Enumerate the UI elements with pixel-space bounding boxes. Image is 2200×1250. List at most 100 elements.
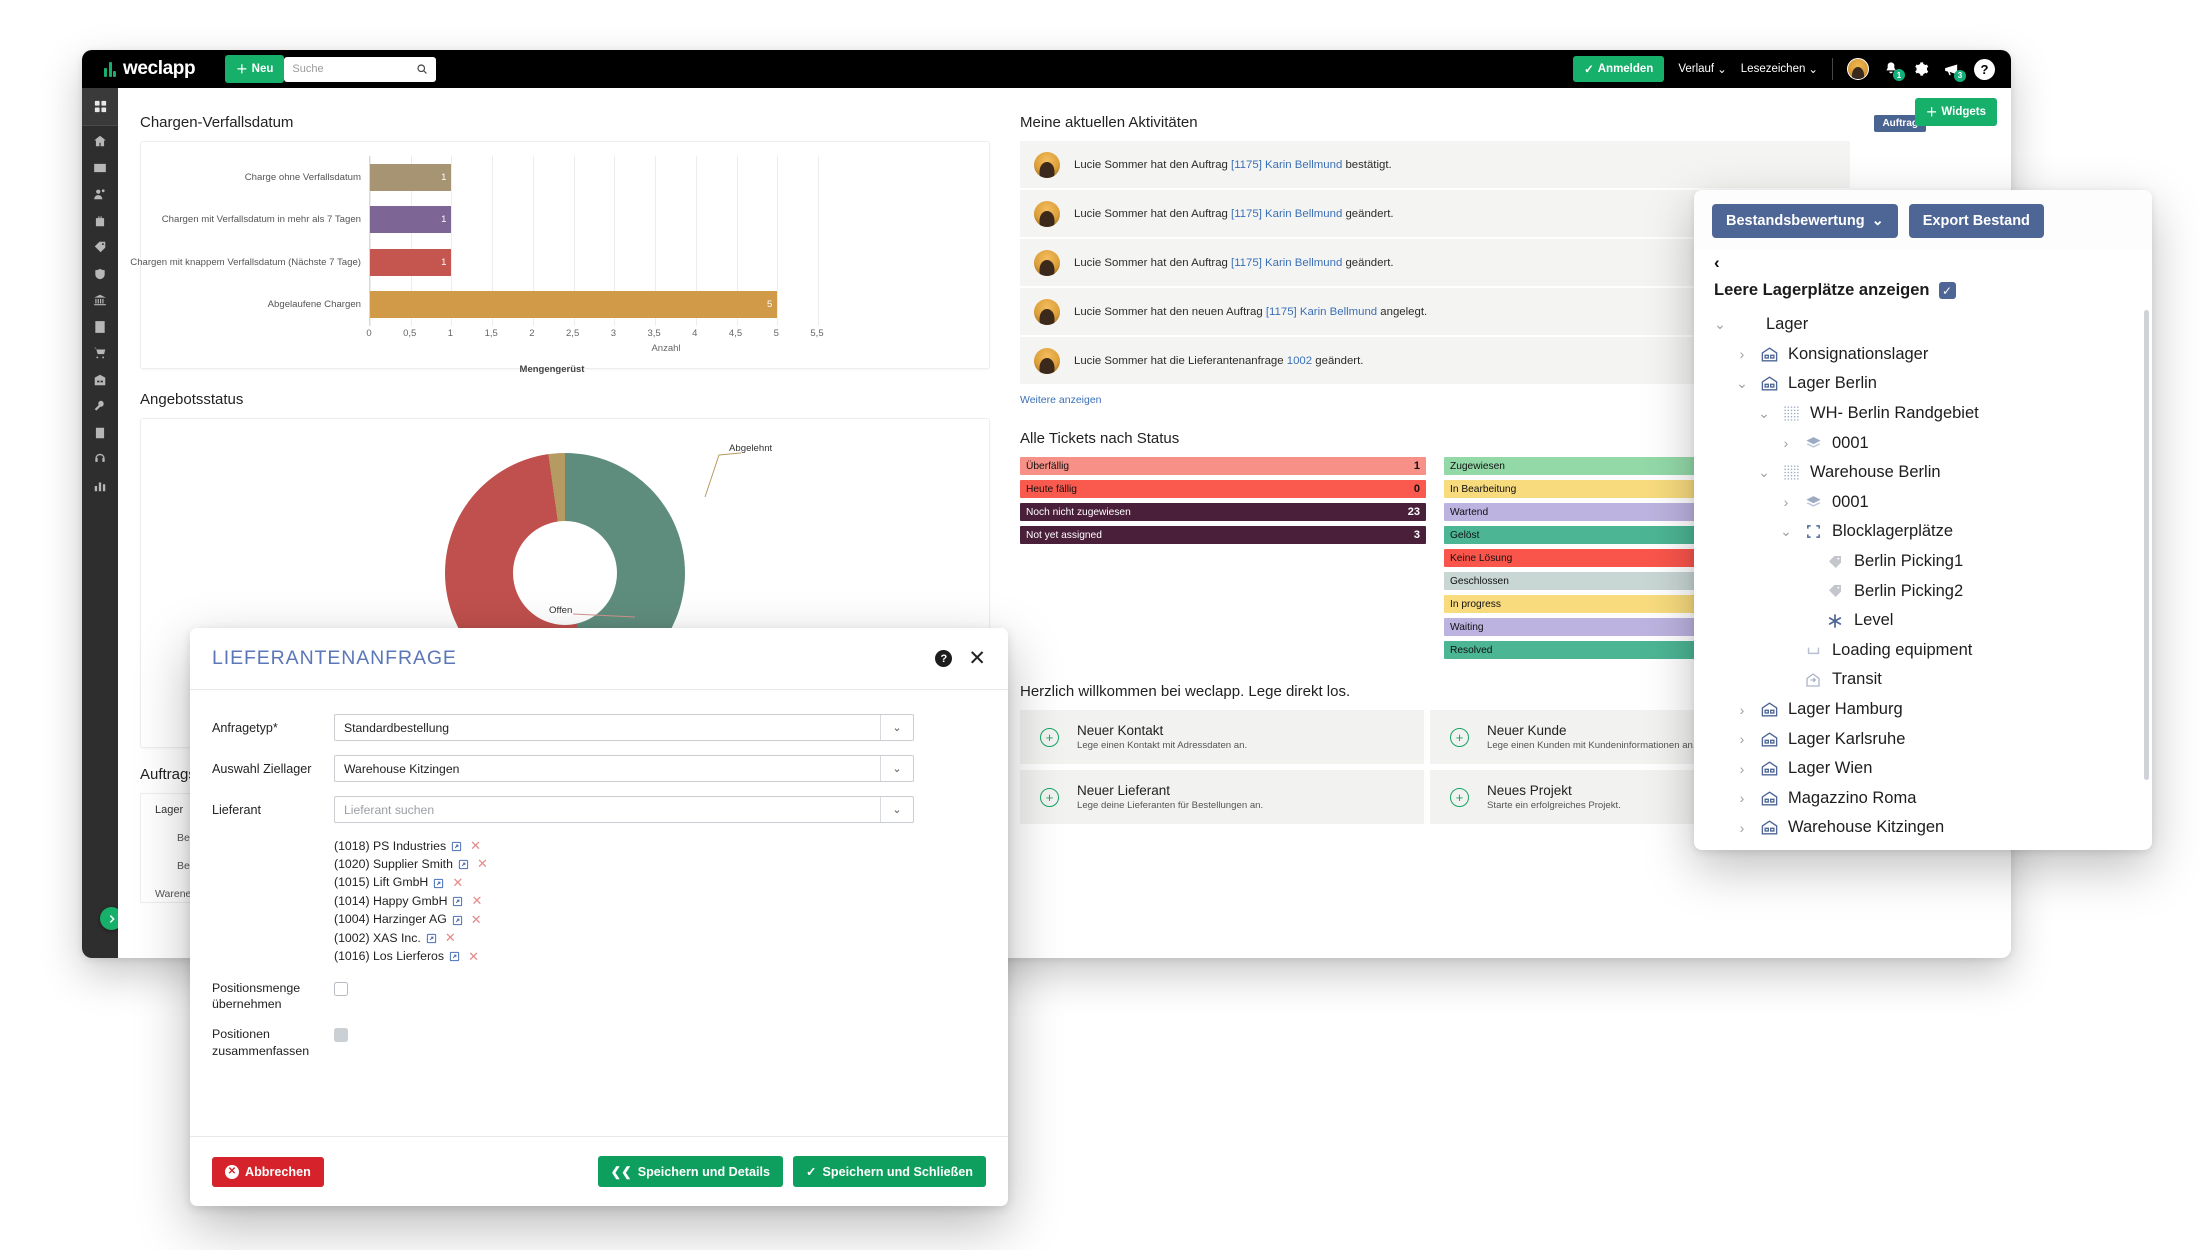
close-icon[interactable]: ✕ [968,647,986,670]
lesezeichen-menu[interactable]: Lesezeichen ⌄ [1741,62,1818,76]
new-button[interactable]: ＋ Neu [225,55,285,83]
show-empty-bins-row[interactable]: Leere Lagerplätze anzeigen ✓ [1694,273,2152,306]
search-icon[interactable] [416,63,428,75]
ticket-status-row[interactable]: Überfällig 1 [1020,457,1426,475]
show-more-activities-link[interactable]: Weitere anzeigen [1020,394,1102,406]
quick-action-tile[interactable]: + Neuer Lieferant Lege deine Lieferanten f… [1020,770,1424,824]
chevron-down-icon[interactable]: ⌄ [1758,464,1770,481]
panel-scrollbar[interactable] [2144,310,2149,780]
chevron-right-icon[interactable]: › [1739,731,1745,748]
tree-node[interactable]: Berlin Picking1 [1694,547,2152,577]
cancel-button[interactable]: ✕ Abbrechen [212,1156,324,1187]
open-external-icon[interactable] [451,841,462,852]
chevron-down-icon[interactable]: ⌄ [1780,523,1792,540]
weclapp-logo[interactable]: weclapp [104,58,196,80]
tree-node[interactable]: › Warehouse Marburg [1694,843,2152,850]
chevron-right-icon[interactable]: › [1739,346,1745,363]
bar[interactable]: 1 [370,163,452,191]
chevron-right-icon[interactable]: › [1739,760,1745,777]
chevron-down-icon[interactable]: ⌄ [880,756,913,781]
activity-ref-link[interactable]: [1175] [1265,305,1297,318]
remove-supplier-icon[interactable]: ✕ [471,893,483,909]
quick-action-tile[interactable]: + Neuer Kontakt Lege einen Kontakt mit Adr… [1020,710,1424,764]
tree-node[interactable]: Loading equipment [1694,636,2152,666]
tree-node[interactable]: ⌄ WH- Berlin Randgebiet [1694,399,2152,429]
chevron-down-icon[interactable]: ⌄ [1714,316,1726,333]
sidebar-item-projects-clipboard[interactable] [93,426,107,440]
remove-supplier-icon[interactable]: ✕ [452,874,464,890]
open-external-icon[interactable] [452,915,463,926]
chevron-down-icon[interactable]: ⌄ [880,797,913,822]
tree-node[interactable]: › Lager Hamburg [1694,695,2152,725]
tree-node[interactable]: › Lager Wien [1694,754,2152,784]
tree-node[interactable]: ⌄ Blocklagerplätze [1694,517,2152,547]
chevron-right-icon[interactable]: › [1739,701,1745,718]
bestandsbewertung-dropdown-button[interactable]: Bestandsbewertung ⌄ [1712,204,1898,238]
bar[interactable]: 5 [370,291,778,319]
tree-node[interactable]: ⌄ Lager Berlin [1694,369,2152,399]
anmelden-button[interactable]: ✓ Anmelden [1573,56,1665,82]
remove-supplier-icon[interactable]: ✕ [444,930,456,946]
activity-ref-link[interactable]: [1175] [1231,158,1262,171]
sidebar-item-dashboard[interactable] [82,88,118,126]
sidebar-item-mail[interactable] [93,161,107,175]
tree-node[interactable]: Level [1694,606,2152,636]
tree-node[interactable]: › Lager Karlsruhe [1694,724,2152,754]
sidebar-item-quality-shield[interactable] [93,267,107,281]
chevron-down-icon[interactable]: ⌄ [1758,405,1770,422]
remove-supplier-icon[interactable]: ✕ [470,838,482,853]
avatar[interactable] [1847,58,1869,80]
chevron-right-icon[interactable]: › [1734,849,1750,850]
positionsmenge-uebernehmen-checkbox[interactable] [334,982,348,997]
anfragetyp-select[interactable]: Standardbestellung ⌄ [334,714,914,741]
open-external-icon[interactable] [426,933,437,944]
add-widgets-button[interactable]: ＋ Widgets [1914,98,1997,126]
ticket-status-row[interactable]: Heute fällig 0 [1020,480,1426,498]
help-icon[interactable]: ? [935,650,953,667]
show-empty-bins-checkbox[interactable]: ✓ [1938,282,1956,299]
tree-node[interactable]: ⌄ Lager [1694,310,2152,340]
lieferant-search-select[interactable]: Lieferant suchen ⌄ [334,796,914,823]
save-and-close-button[interactable]: ✓ Speichern und Schließen [792,1156,986,1187]
tree-node[interactable]: Berlin Picking2 [1694,576,2152,606]
bar-chart-row[interactable]: Abgelaufene Chargen 5 [268,284,963,327]
sidebar-item-helpdesk-headset[interactable] [93,452,107,466]
activity-ref-link[interactable]: 1002 [1286,354,1313,367]
export-bestand-button[interactable]: Export Bestand [1908,204,2044,238]
sidebar-item-crm[interactable] [93,214,107,228]
tree-node[interactable]: Transit [1694,665,2152,695]
bar-chart-row[interactable]: Charge ohne Verfallsdatum 1 [245,156,963,199]
back-chevron-icon[interactable]: ‹ [1714,253,1720,272]
activity-entity-link[interactable]: Karin Bellmund [1265,158,1343,171]
sidebar-item-purchasing-cart[interactable] [93,346,107,360]
sidebar-item-warehouse[interactable] [93,373,107,387]
ticket-status-row[interactable]: Noch nicht zugewiesen 23 [1020,503,1426,521]
search-input[interactable] [292,63,417,75]
global-search[interactable] [284,56,437,82]
activity-entity-link[interactable]: Karin Bellmund [1265,207,1343,220]
sidebar-item-finance-calculator[interactable] [93,320,107,334]
chevron-right-icon[interactable]: › [1739,819,1745,836]
expand-sidebar-button[interactable] [100,907,123,930]
save-and-details-button[interactable]: ❮❮ Speichern und Details [597,1156,783,1187]
remove-supplier-icon[interactable]: ✕ [470,911,482,927]
notifications-bell-icon[interactable]: 1 [1883,61,1905,81]
sidebar-item-reports-chart[interactable] [93,479,107,493]
chevron-down-icon[interactable]: ⌄ [1736,375,1748,392]
chevron-down-icon[interactable]: ⌄ [880,715,913,740]
bar-chart-row[interactable]: Chargen mit Verfallsdatum in mehr als 7 … [162,199,963,242]
ticket-status-row[interactable]: Not yet assigned 3 [1020,526,1426,544]
bar-chart-row[interactable]: Chargen mit knappem Verfallsdatum (Nächs… [130,241,963,284]
activity-entity-link[interactable]: Karin Bellmund [1299,305,1378,318]
help-icon[interactable]: ? [1974,58,1995,80]
sidebar-item-sales-tag[interactable] [93,240,107,254]
open-external-icon[interactable] [458,859,469,870]
activity-ref-link[interactable]: [1175] [1231,256,1262,269]
sidebar-item-home[interactable] [93,134,107,148]
remove-supplier-icon[interactable]: ✕ [468,948,479,964]
positionen-zusammenfassen-checkbox[interactable] [334,1028,348,1043]
ziellager-select[interactable]: Warehouse Kitzingen ⌄ [334,755,914,782]
tree-node[interactable]: ⌄ Warehouse Berlin [1694,458,2152,488]
chevron-right-icon[interactable]: › [1783,435,1789,452]
remove-supplier-icon[interactable]: ✕ [476,856,488,872]
